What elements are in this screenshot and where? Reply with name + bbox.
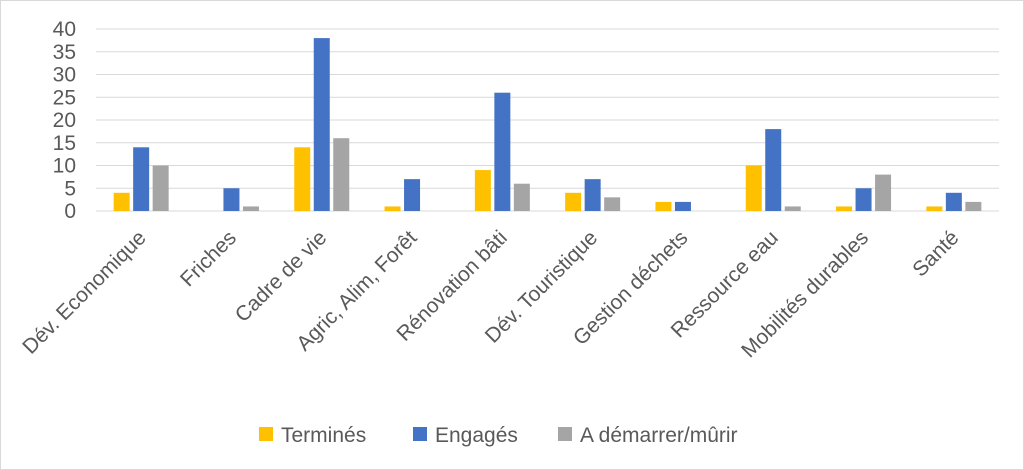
- bar: [945, 192, 962, 211]
- bar: [242, 206, 259, 211]
- bar: [855, 188, 872, 211]
- bar: [584, 179, 601, 211]
- bar: [384, 206, 401, 211]
- y-tick-label: 30: [53, 64, 76, 87]
- legend-swatch: [558, 427, 572, 441]
- x-category-label: Friches: [176, 226, 241, 291]
- bar: [604, 197, 621, 211]
- x-category-label: Cadre de vie: [231, 226, 331, 326]
- bar: [784, 206, 801, 211]
- gridlines: [96, 28, 999, 212]
- x-category-label: Santé: [908, 226, 963, 281]
- legend-label: Engagés: [435, 424, 518, 447]
- bar: [965, 201, 982, 211]
- bar: [513, 183, 530, 211]
- y-tick-label: 25: [53, 86, 76, 109]
- y-tick-label: 35: [53, 41, 76, 64]
- legend-label: Terminés: [281, 424, 366, 447]
- bar: [745, 165, 762, 211]
- bar: [223, 188, 240, 211]
- y-tick-label: 40: [53, 18, 76, 41]
- legend: Terminés Engagés A démarrer/mûrir: [259, 424, 738, 447]
- legend-swatch: [413, 427, 427, 441]
- y-tick-label: 15: [53, 132, 76, 155]
- legend-label: A démarrer/mûrir: [580, 424, 738, 447]
- bar: [474, 170, 491, 211]
- bar: [313, 38, 330, 211]
- bar: [655, 201, 672, 211]
- bar: [565, 192, 582, 211]
- bar: [133, 147, 150, 211]
- bar: [836, 206, 853, 211]
- bar: [674, 201, 691, 211]
- y-tick-label: 20: [53, 109, 76, 132]
- bar: [875, 174, 892, 211]
- x-category-label: Dév. Economique: [18, 226, 150, 358]
- y-tick-label: 5: [64, 177, 76, 200]
- y-tick-label: 10: [53, 155, 76, 178]
- bar: [333, 138, 350, 211]
- bar: [152, 165, 169, 211]
- bar: [113, 192, 130, 211]
- legend-swatch: [259, 427, 273, 441]
- bar: [294, 147, 311, 211]
- bar: [926, 206, 943, 211]
- bar: [404, 179, 421, 211]
- bars: [113, 38, 982, 211]
- bar: [494, 92, 511, 211]
- bar: [765, 129, 782, 211]
- y-tick-label: 0: [64, 200, 76, 223]
